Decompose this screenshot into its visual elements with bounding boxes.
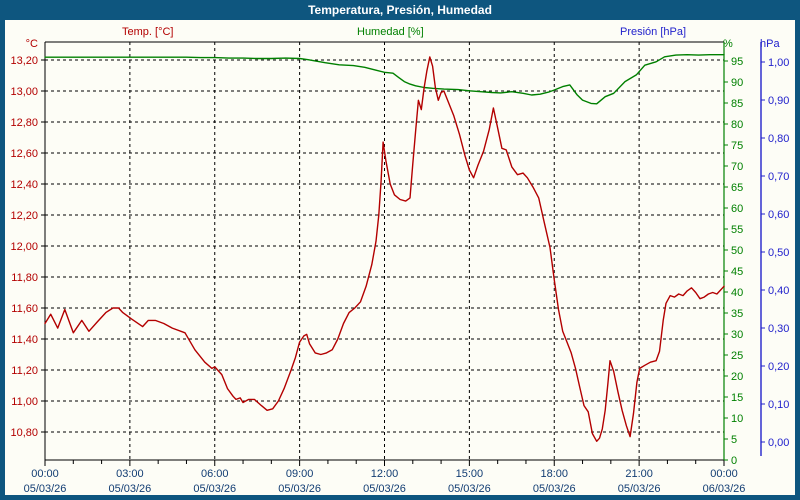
svg-text:1,00: 1,00 xyxy=(768,57,789,69)
svg-text:05/03/26: 05/03/26 xyxy=(363,483,406,495)
svg-text:06:00: 06:00 xyxy=(201,468,229,480)
svg-text:90: 90 xyxy=(731,77,743,89)
svg-text:13,20: 13,20 xyxy=(10,55,38,67)
legend-humidity-label: Humedad [%] xyxy=(357,26,424,38)
svg-text:30: 30 xyxy=(731,329,743,341)
svg-text:00:00: 00:00 xyxy=(31,468,59,480)
svg-text:15:00: 15:00 xyxy=(456,468,484,480)
svg-text:11,40: 11,40 xyxy=(11,334,38,346)
svg-text:05/03/26: 05/03/26 xyxy=(108,483,151,495)
svg-text:0,60: 0,60 xyxy=(768,209,789,221)
svg-text:0,40: 0,40 xyxy=(768,285,789,297)
temperature-line xyxy=(44,56,725,442)
svg-text:05/03/26: 05/03/26 xyxy=(448,483,491,495)
legend-temp-label: Temp. [°C] xyxy=(122,26,174,38)
svg-text:05/03/26: 05/03/26 xyxy=(193,483,236,495)
svg-text:50: 50 xyxy=(731,245,743,257)
svg-text:05/03/26: 05/03/26 xyxy=(278,483,321,495)
svg-text:10,80: 10,80 xyxy=(10,427,38,439)
svg-text:09:00: 09:00 xyxy=(286,468,314,480)
svg-text:06/03/26: 06/03/26 xyxy=(703,483,746,495)
time-axis: 00:00 05/03/26 03:00 05/03/26 06:00 05/03/26 0… xyxy=(24,460,746,495)
unit-hpa-label: hPa xyxy=(760,38,780,50)
svg-text:03:00: 03:00 xyxy=(116,468,144,480)
svg-text:12,20: 12,20 xyxy=(10,210,38,222)
svg-text:40: 40 xyxy=(731,287,743,299)
svg-text:0,90: 0,90 xyxy=(768,95,789,107)
svg-text:11,20: 11,20 xyxy=(11,365,38,377)
svg-text:20: 20 xyxy=(731,371,743,383)
unit-celsius-label: °C xyxy=(25,38,38,50)
window-title: Temperatura, Presión, Humedad xyxy=(308,3,492,17)
gridlines xyxy=(45,42,724,460)
svg-text:35: 35 xyxy=(731,308,743,320)
svg-text:60: 60 xyxy=(731,203,743,215)
svg-text:0,20: 0,20 xyxy=(768,361,789,373)
svg-text:05/03/26: 05/03/26 xyxy=(24,483,67,495)
svg-text:65: 65 xyxy=(731,182,743,194)
legend-pressure-label: Presión [hPa] xyxy=(620,26,687,38)
svg-text:18:00: 18:00 xyxy=(540,468,568,480)
svg-text:55: 55 xyxy=(731,224,743,236)
svg-text:0,30: 0,30 xyxy=(768,323,789,335)
temp-axis: 13,20 13,00 12,80 12,60 12,40 12,20 12,00 11,80… xyxy=(10,55,45,439)
pressure-axis: 1,00 0,90 0,80 0,70 0,60 0,50 0,40 0,30 0,20 0,10… xyxy=(760,42,789,456)
svg-text:0: 0 xyxy=(731,455,737,467)
svg-text:12,40: 12,40 xyxy=(10,179,38,191)
svg-text:95: 95 xyxy=(731,56,743,68)
svg-text:45: 45 xyxy=(731,266,743,278)
svg-text:12,00: 12,00 xyxy=(10,241,38,253)
svg-text:12:00: 12:00 xyxy=(371,468,399,480)
svg-text:0,80: 0,80 xyxy=(768,133,789,145)
unit-percent-label: % xyxy=(723,38,733,50)
svg-text:05/03/26: 05/03/26 xyxy=(618,483,661,495)
svg-text:25: 25 xyxy=(731,350,743,362)
svg-text:13,00: 13,00 xyxy=(10,86,38,98)
svg-text:05/03/26: 05/03/26 xyxy=(533,483,576,495)
svg-text:85: 85 xyxy=(731,98,743,110)
svg-text:75: 75 xyxy=(731,140,743,152)
window-title-bar: Temperatura, Presión, Humedad xyxy=(5,0,795,20)
svg-text:12,80: 12,80 xyxy=(10,117,38,129)
svg-text:0,70: 0,70 xyxy=(768,171,789,183)
svg-text:11,80: 11,80 xyxy=(11,272,38,284)
svg-text:00:00: 00:00 xyxy=(710,468,738,480)
svg-text:5: 5 xyxy=(731,434,737,446)
svg-text:12,60: 12,60 xyxy=(10,148,38,160)
svg-text:80: 80 xyxy=(731,119,743,131)
svg-text:11,00: 11,00 xyxy=(11,396,38,408)
svg-text:0,50: 0,50 xyxy=(768,247,789,259)
svg-text:11,60: 11,60 xyxy=(11,303,38,315)
svg-text:0,10: 0,10 xyxy=(768,399,789,411)
svg-text:0,00: 0,00 xyxy=(768,437,789,449)
svg-text:70: 70 xyxy=(731,161,743,173)
svg-text:10: 10 xyxy=(731,413,743,425)
svg-text:21:00: 21:00 xyxy=(625,468,653,480)
svg-text:15: 15 xyxy=(731,392,743,404)
